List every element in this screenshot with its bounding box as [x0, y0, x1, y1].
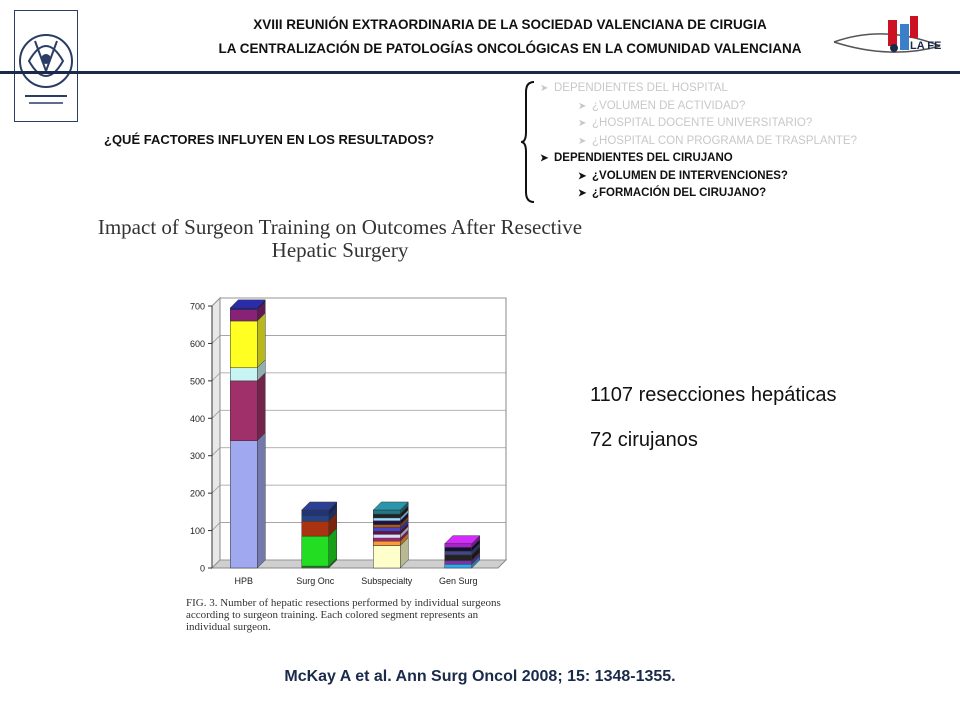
- arrow-icon: ➤: [578, 118, 587, 129]
- bar-segment: [230, 380, 258, 441]
- gridline: [211, 335, 221, 344]
- bar-segment: [373, 509, 401, 515]
- bar-gen-surg: [444, 535, 481, 569]
- bar-hpb: [229, 299, 266, 569]
- factor-list: ➤ DEPENDIENTES DEL HOSPITAL ➤ ¿VOLUMEN DE …: [540, 80, 857, 203]
- bar-segment: [230, 367, 258, 382]
- bar-segment: [444, 547, 472, 552]
- bar-top: [229, 299, 266, 309]
- bar-segment: [444, 550, 472, 556]
- gridline: [211, 297, 221, 307]
- bar-top: [301, 501, 338, 511]
- arrow-icon: ➤: [578, 170, 587, 182]
- y-tick-label: 300: [190, 451, 205, 461]
- bar-subspecialty: [372, 501, 409, 569]
- gridline: [211, 410, 221, 419]
- bar-segment: [373, 524, 401, 528]
- chart-title-line-2: Hepatic Surgery: [271, 238, 409, 262]
- x-tick-label: HPB: [234, 576, 253, 586]
- y-tick-label: 0: [200, 564, 205, 574]
- bullet-activity-volume: ➤ ¿VOLUMEN DE ACTIVIDAD?: [540, 98, 857, 116]
- bar-segment: [444, 543, 472, 548]
- bullet-teaching-hospital: ➤ ¿HOSPITAL DOCENTE UNIVERSITARIO?: [540, 115, 857, 133]
- gridline: [211, 484, 221, 494]
- arrow-icon: ➤: [540, 153, 549, 164]
- bar-segment: [373, 537, 401, 542]
- bar-segment: [301, 509, 329, 516]
- bar-segment-side: [257, 372, 266, 442]
- y-tick-label: 400: [190, 414, 205, 424]
- header-line-2: LA CENTRALIZACIÓN DE PATOLOGÍAS ONCOLÓGI…: [218, 41, 802, 56]
- surgeons-stat: 72 cirujanos: [590, 429, 698, 451]
- gridline: [211, 522, 221, 531]
- bar-segment: [373, 531, 401, 535]
- arrow-icon: ➤: [540, 83, 549, 94]
- y-tick-label: 700: [190, 302, 205, 312]
- y-tick-layer: 0 100 200 300 400 500 600 700: [190, 302, 213, 574]
- bar-top: [444, 535, 481, 544]
- arrow-icon: ➤: [578, 100, 587, 112]
- bar-segment: [230, 309, 258, 322]
- citation: McKay A et al. Ann Surg Oncol 2008; 15: …: [284, 668, 676, 685]
- bar-segment: [373, 534, 401, 539]
- bar-segment: [301, 515, 329, 522]
- bar-layer: [229, 299, 481, 569]
- bar-segment: [230, 440, 258, 569]
- bullet-hospital: ➤ DEPENDIENTES DEL HOSPITAL: [540, 80, 857, 98]
- chart-title-line-1: Impact of Surgeon Training on Outcomes A…: [97, 215, 583, 239]
- y-tick-label: 200: [190, 489, 205, 499]
- bar-segment: [373, 527, 401, 532]
- bar-segment: [444, 554, 472, 561]
- bar-segment: [373, 517, 401, 522]
- bar-segment: [373, 520, 401, 525]
- resections-stat: 1107 resecciones hepáticas: [590, 384, 837, 406]
- bar-segment: [373, 513, 401, 519]
- bar-segment: [301, 520, 329, 537]
- chart-side-wall: [211, 296, 221, 570]
- y-tick-label: 600: [190, 339, 205, 349]
- bar-top: [372, 501, 409, 511]
- bar-segment: [230, 307, 258, 310]
- x-tick-layer: HPB Surg Onc Subspecialty Gen Surg: [234, 576, 477, 586]
- bar-segment: [444, 560, 472, 565]
- y-tick-label: 500: [190, 376, 205, 386]
- gridline: [211, 447, 221, 456]
- arrow-icon: ➤: [578, 135, 587, 147]
- bar-segment: [301, 565, 329, 569]
- bullet-surgeon: ➤ DEPENDIENTES DEL CIRUJANO: [540, 150, 857, 168]
- x-tick-label: Surg Onc: [296, 576, 335, 586]
- la-fe-logo: LA FE: [830, 12, 955, 72]
- bar-surg-onc: [301, 501, 338, 569]
- header-rule: [0, 71, 960, 74]
- bullet-intervention-volume: ➤ ¿VOLUMEN DE INTERVENCIONES?: [540, 168, 857, 186]
- header-line-1: XVIII REUNIÓN EXTRAORDINARIA DE LA SOCIE…: [253, 17, 767, 32]
- factors-question: ¿QUÉ FACTORES INFLUYEN EN LOS RESULTADOS…: [104, 132, 435, 147]
- bar-segment: [444, 564, 472, 569]
- society-logo: [14, 10, 78, 122]
- bullet-transplant-program: ➤ ¿HOSPITAL CON PROGRAMA DE TRASPLANTE?: [540, 133, 857, 151]
- bullet-surgeon-training: ➤ ¿FORMACIÓN DEL CIRUJANO?: [540, 185, 857, 203]
- x-tick-label: Subspecialty: [361, 576, 413, 586]
- figure-caption: FIG. 3. Number of hepatic resections per…: [186, 597, 501, 633]
- la-fe-text: LA FE: [910, 40, 942, 52]
- gridline: [211, 559, 221, 569]
- bar-segment: [373, 545, 401, 569]
- bar-segment: [230, 320, 258, 369]
- x-tick-label: Gen Surg: [439, 576, 478, 586]
- arrow-icon: ➤: [578, 188, 587, 199]
- bar-segment: [301, 535, 329, 567]
- chart-title: Impact of Surgeon Training on Outcomes A…: [80, 216, 600, 262]
- hepatic-resections-chart: 0 100 200 300 400 500 600 700 HPB Surg Onc Subspe…: [190, 296, 508, 586]
- brace: [520, 80, 536, 209]
- y-tick-label: 100: [190, 526, 205, 536]
- gridline: [211, 372, 221, 382]
- bar-segment-side: [257, 432, 266, 569]
- bar-segment-side: [257, 312, 266, 369]
- bar-segment: [373, 540, 401, 546]
